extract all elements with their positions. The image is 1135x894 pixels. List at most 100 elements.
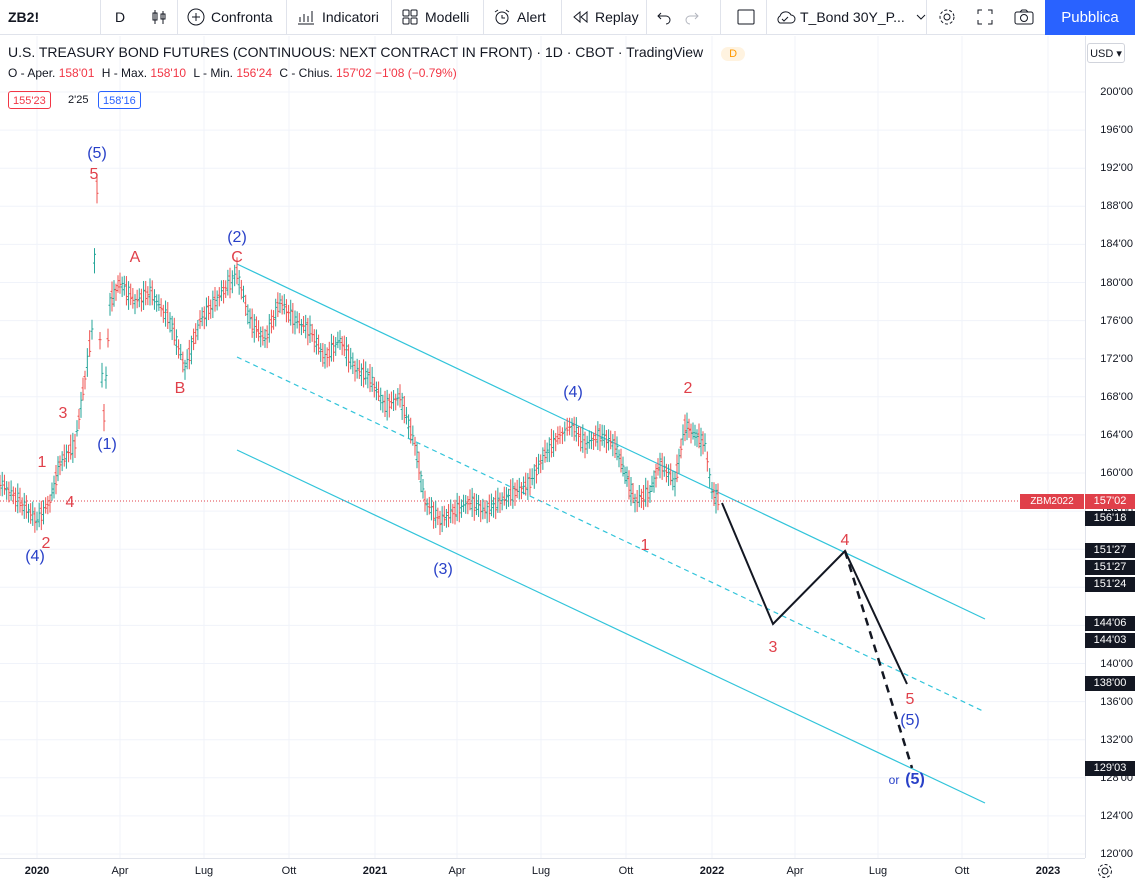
price-tick-label: 164'00 <box>1100 428 1133 441</box>
symbol-search-button[interactable]: ZB2! <box>8 0 39 34</box>
wave-label: 5 <box>905 691 915 708</box>
channel-lower-line <box>236 449 986 804</box>
currency-label: USD <box>1090 48 1114 60</box>
delayed-badge: D <box>721 47 746 61</box>
indicators-label: Indicatori <box>322 9 379 25</box>
divider <box>100 0 101 34</box>
time-tick-label: Ott <box>281 865 297 877</box>
wave-label: (3) <box>433 561 453 578</box>
wave-label: 1 <box>37 454 47 471</box>
gear-icon <box>1098 864 1112 878</box>
fullscreen-button[interactable] <box>976 0 994 34</box>
interval-label: D <box>115 9 126 25</box>
channel-mid-line <box>236 356 986 713</box>
price-tick-label: 188'00 <box>1100 200 1133 213</box>
sell-price-button[interactable]: 155'23 <box>8 91 51 109</box>
interval-button[interactable]: D <box>115 0 125 34</box>
chart-canvas[interactable] <box>0 36 1085 858</box>
price-tick-label: 172'00 <box>1100 352 1133 365</box>
alarm-clock-icon <box>494 9 510 25</box>
redo-button[interactable] <box>684 0 700 34</box>
rewind-icon <box>573 10 588 24</box>
wave-label: 2 <box>41 535 51 552</box>
change-value: −1'08 (−0.79%) <box>375 66 457 80</box>
projection-path <box>721 502 908 685</box>
currency-select[interactable]: USD ▾ <box>1087 43 1125 63</box>
redo-icon <box>685 12 699 25</box>
time-tick-label: Ott <box>618 865 634 877</box>
layout-name-label: T_Bond 30Y_P... <box>800 9 905 25</box>
open-label: O - Aper. <box>8 66 56 80</box>
divider <box>561 0 562 34</box>
wave-label: or <box>888 773 900 787</box>
last-price-tag: 157'02 <box>1085 494 1135 509</box>
square-icon <box>737 9 755 25</box>
wave-label: (5) <box>87 145 107 162</box>
price-tick-label: 160'00 <box>1100 467 1133 479</box>
replay-button[interactable]: Replay <box>571 0 639 34</box>
wave-label: C <box>231 249 243 266</box>
price-tick-label: 140'00 <box>1100 657 1133 670</box>
divider <box>483 0 484 34</box>
layout-select-button[interactable] <box>736 0 756 34</box>
divider <box>177 0 178 34</box>
buy-price-button[interactable]: 158'16 <box>98 91 141 109</box>
time-tick-label: 2021 <box>362 865 388 877</box>
wave-label: (4) <box>25 548 45 565</box>
undo-button[interactable] <box>656 0 672 34</box>
price-tick-label: 136'00 <box>1100 695 1133 708</box>
divider <box>720 0 721 34</box>
wave-label: 3 <box>768 639 778 656</box>
time-tick-label: Lug <box>194 865 214 877</box>
time-tick-label: Apr <box>448 865 466 877</box>
camera-icon <box>1014 9 1034 25</box>
wave-label: (5) <box>900 712 920 729</box>
price-tag: 151'27 <box>1085 543 1135 558</box>
price-axis[interactable]: 200'00 196'00 192'00 188'00 184'00 180'00 176'… <box>1085 36 1135 860</box>
time-tick-label: Apr <box>786 865 804 877</box>
time-axis[interactable]: 2020 Apr Lug Ott 2021 Apr Lug Ott 2022 Apr Lug Ott 2… <box>0 858 1085 894</box>
price-tick-label: 176'00 <box>1100 314 1133 327</box>
fullscreen-icon <box>977 9 993 25</box>
gear-icon <box>939 9 955 25</box>
symbol-price-tag: ZBM2022 <box>1020 494 1084 509</box>
price-tick-label: 120'00 <box>1100 848 1133 860</box>
chart-type-button[interactable] <box>150 0 168 34</box>
publish-label: Pubblica <box>1061 9 1119 26</box>
compare-button[interactable]: Confronta <box>187 0 272 34</box>
grid-icon <box>402 9 418 25</box>
templates-button[interactable]: Modelli <box>401 0 469 34</box>
spread-label: 2'25 <box>68 94 89 106</box>
price-tag: 144'03 <box>1085 633 1135 648</box>
wave-label: B <box>174 380 186 397</box>
time-tick-label: 2023 <box>1035 865 1061 877</box>
high-label: H - Max. <box>101 66 148 80</box>
price-tag: 129'03 <box>1085 761 1135 776</box>
indicators-button[interactable]: Indicatori <box>296 0 379 34</box>
chevron-down-icon <box>916 14 926 20</box>
axis-settings-button[interactable] <box>1096 862 1114 885</box>
publish-button[interactable]: Pubblica <box>1045 0 1135 35</box>
wave-label: (4) <box>563 384 583 401</box>
divider <box>391 0 392 34</box>
wave-label: (5) <box>905 771 925 788</box>
price-tag: 156'18 <box>1085 511 1135 526</box>
price-tick-label: 184'00 <box>1100 238 1133 251</box>
divider <box>286 0 287 34</box>
wave-label: 4 <box>840 532 850 549</box>
wave-label: 3 <box>58 405 68 422</box>
symbol-label: ZB2! <box>8 9 40 25</box>
price-tick-label: 196'00 <box>1100 124 1133 137</box>
settings-button[interactable] <box>937 0 957 34</box>
save-layout-button[interactable]: T_Bond 30Y_P... <box>774 0 927 34</box>
alert-label: Alert <box>517 9 546 25</box>
screenshot-button[interactable] <box>1013 0 1035 34</box>
undo-icon <box>657 12 671 25</box>
wave-label: 2 <box>683 380 693 397</box>
chart-pane[interactable] <box>0 36 1085 858</box>
wave-label: A <box>129 249 141 266</box>
alert-button[interactable]: Alert <box>493 0 546 34</box>
templates-label: Modelli <box>425 9 470 25</box>
chart-title: U.S. TREASURY BOND FUTURES (CONTINUOUS: … <box>8 44 746 61</box>
wave-label: 5 <box>89 166 99 183</box>
